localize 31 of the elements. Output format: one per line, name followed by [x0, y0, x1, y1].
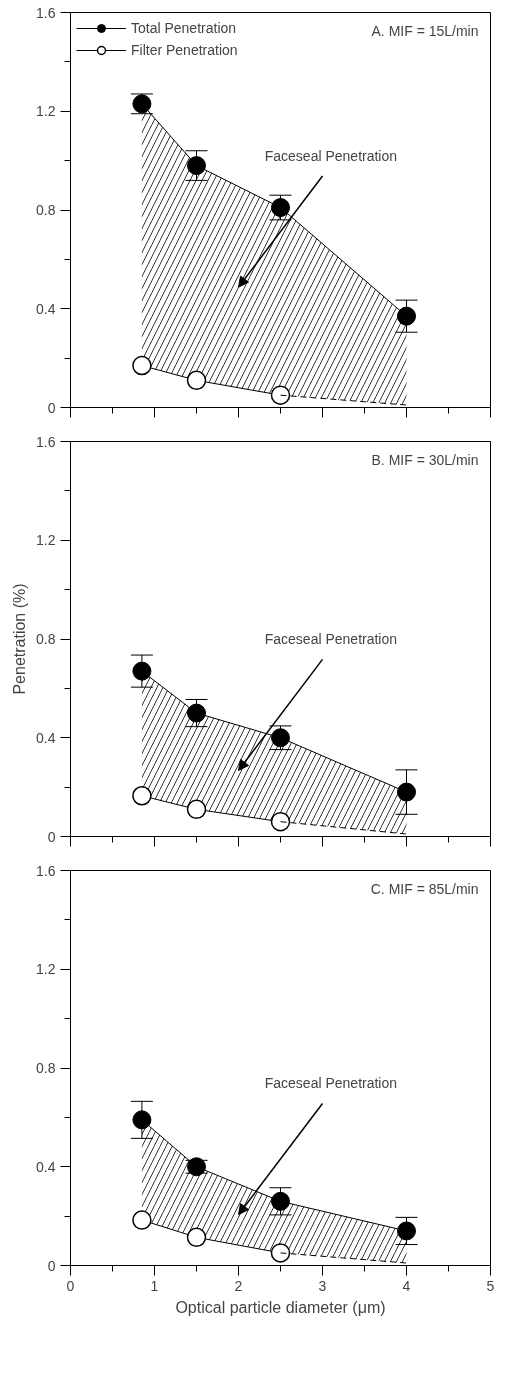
annotation: A. MIF = 15L/min — [371, 22, 479, 39]
annotation: Faceseal Penetration — [264, 147, 398, 164]
y-tick-label: 0.8 — [36, 631, 56, 647]
annotation: Faceseal Penetration — [264, 1075, 398, 1092]
y-tick-label: 1.6 — [36, 433, 56, 450]
y-tick-label: 1.6 — [36, 4, 56, 21]
x-tick-label: 4 — [402, 1277, 411, 1294]
annotation: Faceseal Penetration — [264, 631, 398, 648]
y-tick-label: 1.6 — [36, 862, 56, 879]
x-tick-label: 0 — [66, 1277, 75, 1294]
legend-label: Total Penetration — [131, 20, 237, 36]
y-tick-label: 1.2 — [36, 103, 56, 120]
y-tick-label: 0.8 — [36, 1060, 56, 1076]
y-tick-label: 0.4 — [36, 1158, 56, 1175]
y-tick-label: 0 — [47, 399, 56, 416]
y-tick-label: 1.2 — [36, 532, 56, 549]
y-axis-title: Penetration (%) — [11, 583, 29, 695]
x-axis-title: Optical particle diameter (μm) — [175, 1298, 386, 1316]
x-tick-label: 2 — [234, 1277, 243, 1294]
annotation: B. MIF = 30L/min — [371, 451, 479, 468]
y-tick-label: 0.8 — [36, 202, 56, 218]
y-tick-label: 0.4 — [36, 729, 56, 746]
annotation: C. MIF = 85L/min — [370, 880, 479, 897]
x-tick-label: 3 — [318, 1277, 327, 1294]
y-tick-label: 0 — [47, 828, 56, 845]
y-tick-label: 0 — [47, 1257, 56, 1274]
x-tick-label: 1 — [150, 1277, 159, 1294]
x-tick-label: 5 — [486, 1277, 495, 1294]
y-tick-label: 0.4 — [36, 300, 56, 317]
y-tick-label: 1.2 — [36, 961, 56, 978]
legend-label: Filter Penetration — [131, 42, 238, 58]
